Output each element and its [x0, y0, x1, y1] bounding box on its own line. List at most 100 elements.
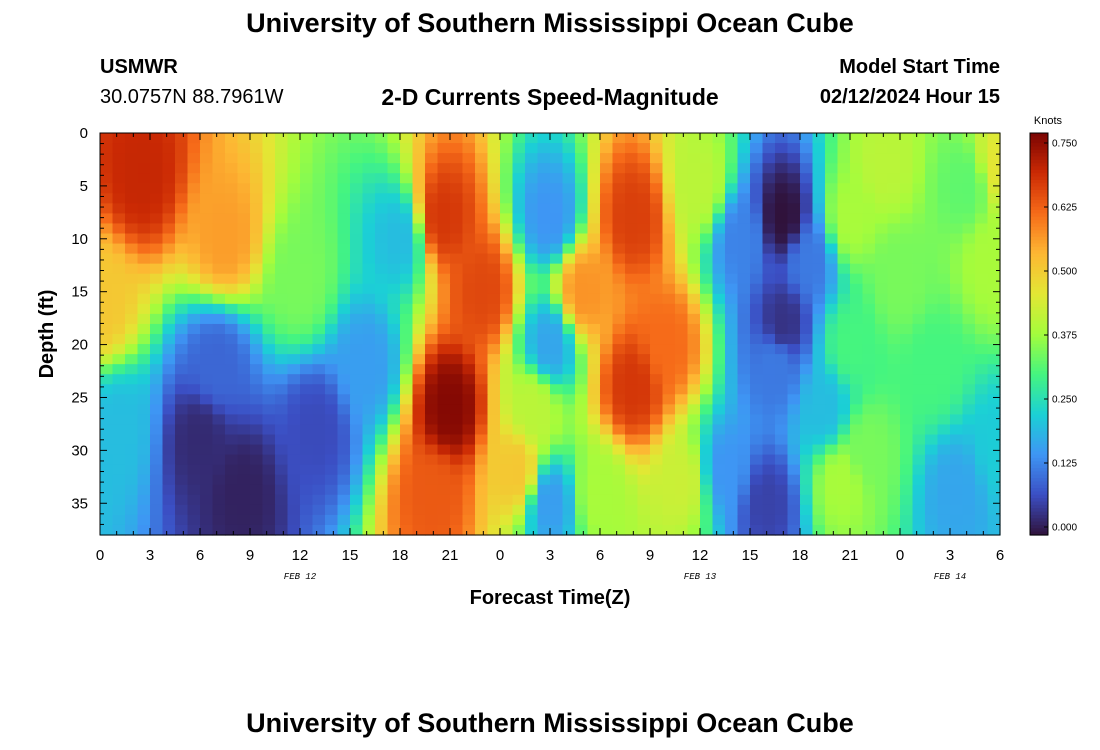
heatmap-cell	[862, 243, 876, 255]
heatmap-cell	[900, 344, 914, 355]
heatmap-cell	[100, 133, 114, 144]
heatmap-cell	[537, 344, 551, 355]
heatmap-cell	[600, 504, 614, 516]
colorbar-segment	[1030, 434, 1048, 439]
heatmap-cell	[775, 283, 789, 295]
heatmap-cell	[700, 404, 714, 415]
heatmap-cell	[675, 474, 689, 486]
heatmap-cell	[462, 223, 476, 235]
heatmap-cell	[537, 444, 551, 456]
heatmap-cell	[775, 454, 789, 466]
heatmap-cell	[262, 233, 276, 245]
heatmap-cell	[987, 414, 1001, 426]
heatmap-cell	[962, 153, 976, 164]
heatmap-cell	[837, 323, 851, 335]
heatmap-cell	[825, 263, 839, 275]
heatmap-cell	[775, 474, 789, 486]
heatmap-cell	[650, 364, 664, 375]
heatmap-cell	[800, 384, 814, 395]
heatmap-cell	[725, 203, 739, 214]
heatmap-cell	[800, 213, 814, 225]
heatmap-cell	[337, 354, 351, 365]
heatmap-cell	[687, 193, 701, 204]
heatmap-cell	[487, 163, 501, 174]
heatmap-cell	[937, 133, 951, 144]
heatmap-cell	[637, 223, 651, 235]
heatmap-cell	[962, 193, 976, 204]
heatmap-cell	[462, 474, 476, 486]
heatmap-cell	[850, 334, 864, 345]
heatmap-cell	[137, 354, 151, 365]
heatmap-cell	[587, 374, 601, 385]
heatmap-cell	[712, 434, 726, 446]
heatmap-cell	[150, 404, 164, 415]
heatmap-cell	[337, 484, 351, 496]
heatmap-cell	[375, 303, 389, 315]
heatmap-cell	[812, 173, 826, 184]
heatmap-cell	[675, 434, 689, 446]
heatmap-cell	[125, 354, 139, 365]
heatmap-cell	[787, 233, 801, 245]
heatmap-cell	[375, 263, 389, 275]
heatmap-cell	[600, 283, 614, 295]
heatmap-cell	[937, 183, 951, 194]
heatmap-cell	[300, 334, 314, 345]
heatmap-cell	[725, 344, 739, 355]
heatmap-cell	[650, 504, 664, 516]
heatmap-cell	[412, 323, 426, 335]
heatmap-cell	[875, 193, 889, 204]
heatmap-cell	[800, 193, 814, 204]
heatmap-cell	[675, 464, 689, 476]
heatmap-cell	[587, 504, 601, 516]
heatmap-cell	[587, 213, 601, 225]
heatmap-cell	[475, 203, 489, 214]
heatmap-cell	[387, 344, 401, 355]
heatmap-cell	[100, 404, 114, 415]
heatmap-cell	[850, 344, 864, 355]
heatmap-cell	[937, 153, 951, 164]
heatmap-cell	[312, 364, 326, 375]
heatmap-cell	[925, 334, 939, 345]
colorbar-segment	[1030, 380, 1048, 385]
heatmap-cell	[187, 374, 201, 385]
heatmap-cell	[187, 384, 201, 395]
heatmap-cell	[825, 303, 839, 315]
heatmap-cell	[250, 303, 264, 315]
heatmap-cell	[612, 424, 626, 436]
heatmap-cell	[775, 183, 789, 194]
heatmap-cell	[475, 143, 489, 154]
heatmap-cell	[637, 323, 651, 335]
heatmap-cell	[325, 243, 339, 255]
heatmap-cell	[950, 223, 964, 235]
heatmap-cell	[450, 133, 464, 144]
heatmap-cell	[387, 223, 401, 235]
heatmap-cell	[787, 143, 801, 154]
colorbar-segment	[1030, 504, 1048, 509]
heatmap-cell	[212, 464, 226, 476]
heatmap-cell	[187, 313, 201, 325]
heatmap-cell	[100, 434, 114, 446]
colorbar-segment	[1030, 263, 1048, 268]
heatmap-cell	[987, 163, 1001, 174]
heatmap-cell	[612, 474, 626, 486]
heatmap-cell	[187, 253, 201, 265]
heatmap-cell	[412, 404, 426, 415]
heatmap-cell	[762, 474, 776, 486]
heatmap-cell	[812, 484, 826, 496]
heatmap-cell	[137, 504, 151, 516]
heatmap-cell	[537, 233, 551, 245]
heatmap-cell	[337, 444, 351, 456]
heatmap-cell	[712, 464, 726, 476]
heatmap-cell	[200, 283, 214, 295]
heatmap-cell	[975, 263, 989, 275]
heatmap-cell	[437, 283, 451, 295]
heatmap-cell	[212, 203, 226, 214]
heatmap-cell	[937, 273, 951, 285]
heatmap-cell	[687, 444, 701, 456]
heatmap-cell	[212, 344, 226, 355]
heatmap-cell	[150, 323, 164, 335]
colorbar-segment	[1030, 384, 1048, 389]
heatmap-cell	[637, 344, 651, 355]
heatmap-cell	[687, 374, 701, 385]
heatmap-cell	[687, 233, 701, 245]
